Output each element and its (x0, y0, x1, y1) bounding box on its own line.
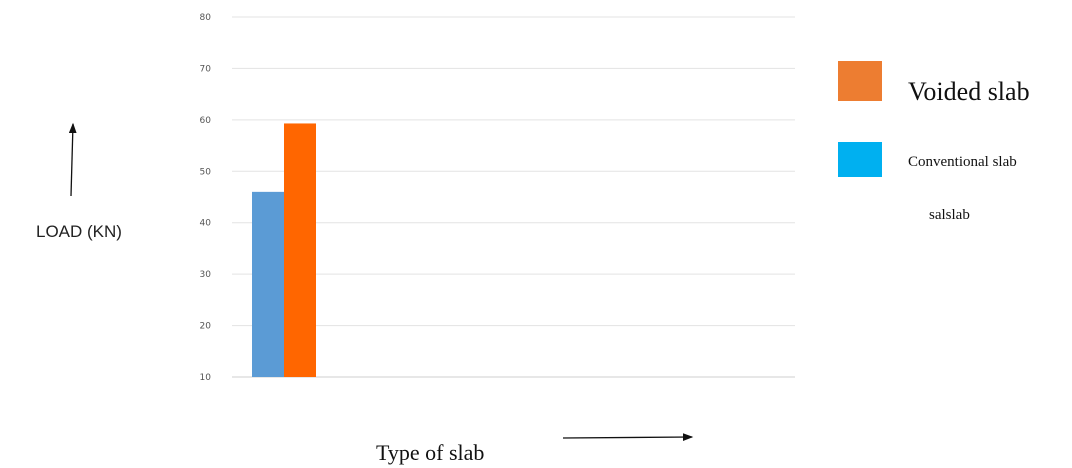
bars (252, 123, 316, 377)
legend: Voided slab Conventional slab salslab (838, 61, 1030, 223)
gridlines (232, 16, 795, 378)
y-tick-labels: 10 20 30 40 50 60 70 80 (200, 13, 212, 383)
bar-conventional-slab (252, 191, 284, 377)
legend-label-conventional: Conventional slab (908, 154, 1017, 170)
bar-voided-slab (284, 123, 316, 377)
y-tick-label: 70 (200, 64, 212, 74)
y-tick-label: 60 (200, 116, 212, 126)
legend-swatch-voided (838, 61, 882, 101)
legend-label-voided: Voided slab (908, 77, 1030, 106)
y-tick-label: 20 (200, 322, 212, 332)
y-tick-label: 40 (200, 219, 212, 229)
x-axis-arrow-icon (562, 433, 694, 441)
y-tick-label: 10 (200, 373, 212, 383)
x-axis-label: Type of slab (376, 440, 484, 465)
y-tick-label: 50 (200, 167, 212, 177)
y-axis-label: LOAD (KN) (36, 222, 122, 241)
legend-swatch-conventional (838, 142, 882, 177)
y-tick-label: 80 (200, 13, 212, 23)
legend-label-extra: salslab (929, 207, 970, 223)
y-axis-arrow-icon (68, 122, 77, 197)
y-tick-label: 30 (200, 270, 212, 280)
